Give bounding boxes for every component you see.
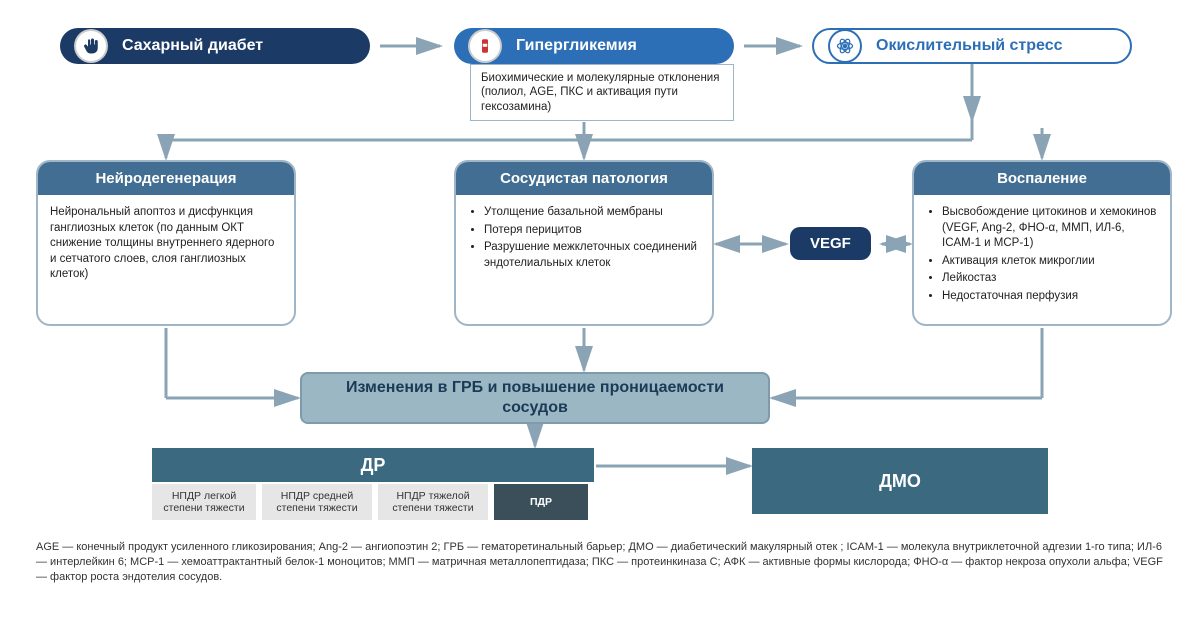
card-neurodegeneration-body: Нейрональный апоптоз и дисфункция гангли…: [38, 195, 294, 293]
node-oxidative-stress: Окислительный стресс: [812, 28, 1132, 64]
chip-npdr: НПДР тяжелой степени тяжести: [378, 484, 488, 520]
card-inflammation-title: Воспаление: [914, 162, 1170, 195]
list-item: Утолщение базальной мембраны: [484, 205, 700, 221]
card-inflammation: Воспаление Высвобождение цитокинов и хем…: [912, 160, 1172, 326]
footnote: AGE — конечный продукт усиленного гликоз…: [36, 540, 1164, 585]
chip-npdr: НПДР легкой степени тяжести: [152, 484, 256, 520]
glucose-icon: [468, 29, 502, 63]
hand-icon: [74, 29, 108, 63]
card-vascular-title: Сосудистая патология: [456, 162, 712, 195]
node-vegf: VEGF: [790, 227, 871, 260]
list-item: Активация клеток микроглии: [942, 254, 1158, 270]
card-neurodegeneration-title: Нейродегенерация: [38, 162, 294, 195]
node-bridge: Изменения в ГРБ и повышение проницаемост…: [300, 372, 770, 424]
diagram-stage: { "colors": { "dark_navy": "#1b3a66", "m…: [0, 0, 1200, 628]
bar-dmo: ДМО: [752, 448, 1048, 514]
card-inflammation-body: Высвобождение цитокинов и хемокинов (VEG…: [914, 195, 1170, 316]
list-item: Потеря перицитов: [484, 223, 700, 239]
node-diabetes-label: Сахарный диабет: [122, 37, 263, 55]
dr-severity-row: НПДР легкой степени тяжестиНПДР средней …: [152, 484, 588, 520]
chip-pdr: ПДР: [494, 484, 588, 520]
node-hyperglycemia: Гипергликемия: [454, 28, 734, 64]
card-neurodegeneration: Нейродегенерация Нейрональный апоптоз и …: [36, 160, 296, 326]
node-oxidative-stress-label: Окислительный стресс: [876, 37, 1063, 55]
list-item: Разрушение межклеточных соединений эндот…: [484, 240, 700, 271]
node-hyperglycemia-label: Гипергликемия: [516, 37, 637, 55]
chip-npdr: НПДР средней степени тяжести: [262, 484, 372, 520]
card-vascular-body: Утолщение базальной мембраны Потеря периц…: [456, 195, 712, 283]
card-vascular: Сосудистая патология Утолщение базальной…: [454, 160, 714, 326]
list-item: Высвобождение цитокинов и хемокинов (VEG…: [942, 205, 1158, 252]
atom-icon: [828, 29, 862, 63]
list-item: Лейкостаз: [942, 271, 1158, 287]
list-item: Недостаточная перфузия: [942, 289, 1158, 305]
node-diabetes: Сахарный диабет: [60, 28, 370, 64]
hyperglycemia-subtext: Биохимические и молекулярные отклонения …: [470, 64, 734, 121]
bar-dr: ДР: [152, 448, 594, 482]
